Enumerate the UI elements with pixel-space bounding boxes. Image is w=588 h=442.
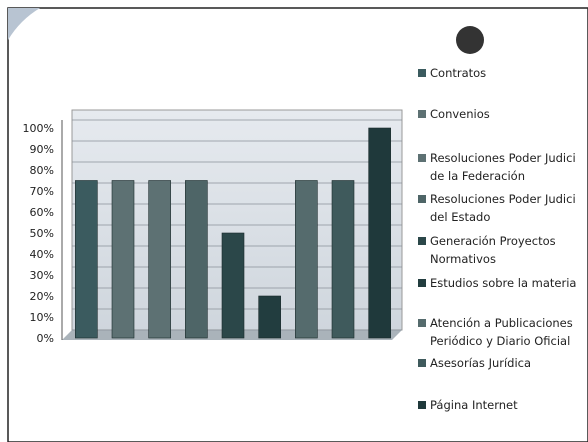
legend-entry: Convenios — [418, 105, 588, 123]
bar — [221, 232, 245, 339]
legend-entry: Asesorías Jurídica — [418, 354, 588, 372]
y-tick-label: 80% — [30, 164, 54, 177]
legend-label: Convenios — [430, 107, 490, 121]
bar — [331, 180, 355, 339]
y-tick-label: 0% — [37, 332, 54, 345]
bar — [111, 180, 135, 339]
legend-swatch — [418, 195, 426, 203]
legend-swatch — [418, 359, 426, 367]
y-tick-label: 30% — [30, 269, 54, 282]
legend-label: Contratos — [430, 66, 487, 80]
legend-entry: Generación Proyectos Normativos — [418, 232, 588, 268]
y-tick-label: 40% — [30, 248, 54, 261]
legend-label: Asesorías Jurídica — [430, 356, 532, 370]
corner-decoration — [8, 8, 40, 40]
legend-label: Estudios sobre la materia — [430, 276, 577, 290]
legend-entry: Estudios sobre la materia — [418, 274, 588, 292]
y-tick-label: 50% — [30, 227, 54, 240]
legend-label: Resoluciones Poder Judici del Estado — [430, 192, 576, 224]
y-tick-label: 90% — [30, 143, 54, 156]
bar — [295, 180, 318, 339]
bar — [185, 180, 208, 339]
legend-entry: Atención a Publicaciones Periódico y Dia… — [418, 314, 588, 350]
legend-swatch — [418, 237, 426, 245]
legend-label: Generación Proyectos Normativos — [430, 234, 556, 266]
legend-label: Página Internet — [430, 398, 518, 412]
logo — [456, 26, 484, 54]
y-tick-label: 20% — [30, 290, 54, 303]
bar — [258, 295, 281, 339]
y-tick-label: 70% — [30, 185, 54, 198]
legend-swatch — [418, 319, 426, 327]
bar — [148, 180, 171, 339]
legend-swatch — [418, 69, 426, 77]
legend-swatch — [418, 401, 426, 409]
legend-label: Atención a Publicaciones Periódico y Dia… — [430, 316, 573, 348]
bar — [368, 127, 391, 339]
legend-label: Resoluciones Poder Judici de la Federaci… — [430, 151, 576, 183]
legend-entry: Página Internet — [418, 396, 588, 414]
legend-entry: Contratos — [418, 64, 588, 82]
legend-swatch — [418, 154, 426, 162]
y-tick-label: 10% — [30, 311, 54, 324]
legend-swatch — [418, 279, 426, 287]
legend-entry: Resoluciones Poder Judici del Estado — [418, 190, 588, 226]
y-tick-label: 100% — [23, 122, 54, 135]
y-tick-label: 60% — [30, 206, 54, 219]
bar — [75, 180, 98, 339]
legend-swatch — [418, 110, 426, 118]
legend-entry: Resoluciones Poder Judici de la Federaci… — [418, 149, 588, 185]
